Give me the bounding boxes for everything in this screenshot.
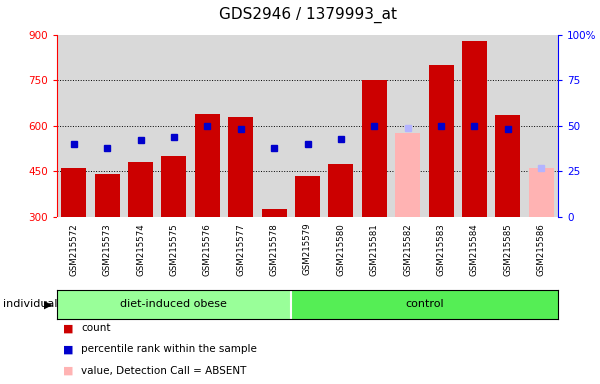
Text: GSM215585: GSM215585 xyxy=(503,223,512,276)
Text: GSM215573: GSM215573 xyxy=(103,223,112,276)
Bar xyxy=(529,168,554,217)
Text: GSM215579: GSM215579 xyxy=(303,223,312,275)
Text: percentile rank within the sample: percentile rank within the sample xyxy=(81,344,257,354)
Bar xyxy=(128,162,153,217)
Text: GSM215578: GSM215578 xyxy=(269,223,278,276)
Text: value, Detection Call = ABSENT: value, Detection Call = ABSENT xyxy=(81,366,247,376)
Bar xyxy=(291,290,558,319)
Text: ■: ■ xyxy=(63,344,74,354)
Bar xyxy=(228,117,253,217)
Text: ■: ■ xyxy=(63,366,74,376)
Bar xyxy=(328,164,353,217)
Bar xyxy=(161,156,187,217)
Text: GSM215576: GSM215576 xyxy=(203,223,212,276)
Text: diet-induced obese: diet-induced obese xyxy=(121,299,227,310)
Text: individual: individual xyxy=(3,299,58,310)
Text: GSM215582: GSM215582 xyxy=(403,223,412,276)
Text: GSM215586: GSM215586 xyxy=(537,223,546,276)
Bar xyxy=(428,65,454,217)
Bar xyxy=(95,174,119,217)
Text: ▶: ▶ xyxy=(44,299,52,310)
Text: count: count xyxy=(81,323,110,333)
Bar xyxy=(496,115,520,217)
Bar xyxy=(462,41,487,217)
Text: GSM215581: GSM215581 xyxy=(370,223,379,276)
Text: GDS2946 / 1379993_at: GDS2946 / 1379993_at xyxy=(218,7,397,23)
Text: control: control xyxy=(405,299,444,310)
Bar xyxy=(362,80,387,217)
Text: ■: ■ xyxy=(63,323,74,333)
Bar xyxy=(295,176,320,217)
Bar xyxy=(195,114,220,217)
Text: GSM215572: GSM215572 xyxy=(69,223,78,276)
Bar xyxy=(61,168,86,217)
Text: GSM215575: GSM215575 xyxy=(169,223,178,276)
Bar xyxy=(57,290,291,319)
Bar xyxy=(395,133,420,217)
Text: GSM215583: GSM215583 xyxy=(437,223,446,276)
Text: GSM215584: GSM215584 xyxy=(470,223,479,276)
Text: GSM215580: GSM215580 xyxy=(337,223,346,276)
Text: GSM215574: GSM215574 xyxy=(136,223,145,276)
Bar xyxy=(262,209,287,217)
Text: GSM215577: GSM215577 xyxy=(236,223,245,276)
